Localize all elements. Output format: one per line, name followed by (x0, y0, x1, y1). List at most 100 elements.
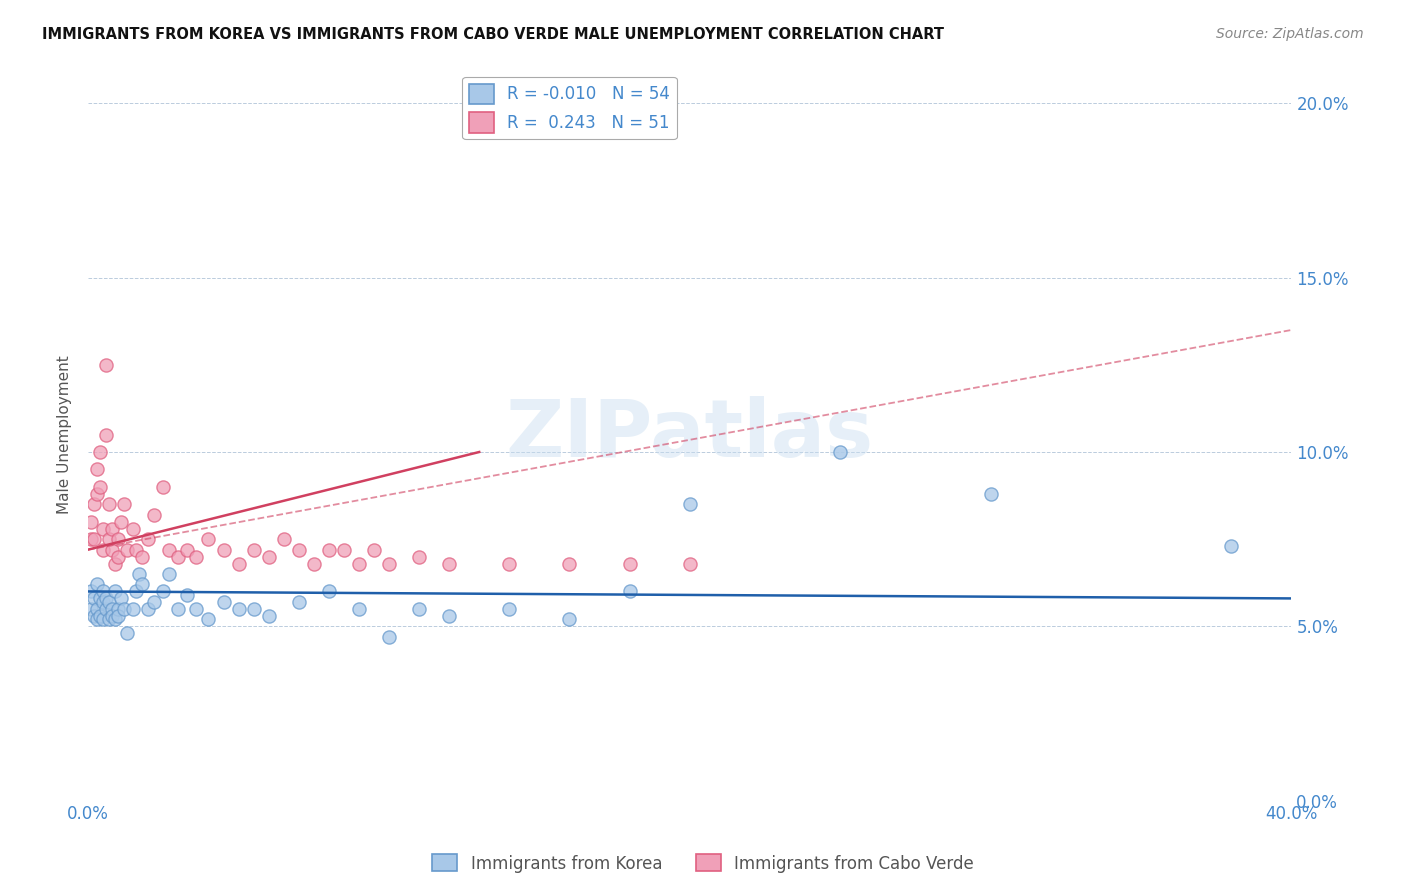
Point (212, 542, 235, 557)
Point (619, 557, 641, 571)
Point (86, 577, 108, 591)
Point (104, 612, 127, 626)
Point (107, 532, 129, 546)
Point (96, 591, 118, 606)
Point (378, 630, 401, 644)
Point (112, 497, 135, 511)
Point (136, 532, 159, 546)
Point (176, 588, 198, 602)
Point (101, 602, 124, 616)
Point (98, 497, 121, 511)
Point (176, 542, 198, 557)
Point (167, 549, 190, 564)
Point (80, 532, 103, 546)
Point (257, 549, 280, 564)
Point (83, 591, 105, 606)
Point (408, 602, 430, 616)
Point (143, 508, 166, 522)
Point (157, 567, 180, 582)
Point (437, 557, 460, 571)
Point (830, 445, 852, 459)
Text: ZIPatlas: ZIPatlas (506, 395, 875, 474)
Point (89, 608, 111, 623)
Point (98, 595, 121, 609)
Point (91, 612, 114, 626)
Point (287, 542, 309, 557)
Point (212, 595, 235, 609)
Point (80, 515, 103, 529)
Point (86, 612, 108, 626)
Legend: Immigrants from Korea, Immigrants from Cabo Verde: Immigrants from Korea, Immigrants from C… (426, 847, 980, 880)
Point (197, 612, 219, 626)
Point (1220, 539, 1243, 553)
Point (89, 591, 111, 606)
Point (122, 602, 145, 616)
Point (104, 557, 127, 571)
Point (186, 602, 208, 616)
Point (242, 602, 264, 616)
Point (228, 557, 250, 571)
Point (287, 595, 309, 609)
Point (125, 542, 148, 557)
Legend: R = -0.010   N = 54, R =  0.243   N = 51: R = -0.010 N = 54, R = 0.243 N = 51 (463, 77, 676, 139)
Point (89, 445, 111, 459)
Point (98, 612, 121, 626)
Point (437, 608, 460, 623)
Point (83, 497, 105, 511)
Point (80, 584, 103, 599)
Point (128, 567, 150, 582)
Point (96, 602, 118, 616)
Text: IMMIGRANTS FROM KOREA VS IMMIGRANTS FROM CABO VERDE MALE UNEMPLOYMENT CORRELATIO: IMMIGRANTS FROM KOREA VS IMMIGRANTS FROM… (42, 27, 945, 42)
Point (91, 595, 114, 609)
Point (273, 532, 295, 546)
Point (136, 602, 159, 616)
Point (83, 532, 105, 546)
Point (107, 549, 129, 564)
Point (318, 542, 340, 557)
Point (498, 602, 520, 616)
Point (91, 522, 114, 536)
Point (131, 577, 153, 591)
Point (318, 584, 340, 599)
Point (242, 542, 264, 557)
Point (257, 608, 280, 623)
Point (117, 542, 139, 557)
Point (131, 549, 153, 564)
Point (110, 591, 132, 606)
Point (498, 557, 520, 571)
Point (98, 532, 121, 546)
Point (107, 602, 129, 616)
Point (558, 557, 581, 571)
Point (619, 584, 641, 599)
Point (186, 549, 208, 564)
Point (89, 480, 111, 494)
Point (679, 557, 702, 571)
Point (408, 549, 430, 564)
Point (117, 626, 139, 640)
Point (91, 584, 114, 599)
Point (110, 515, 132, 529)
Point (378, 557, 401, 571)
Point (347, 602, 370, 616)
Point (152, 584, 174, 599)
Y-axis label: Male Unemployment: Male Unemployment (58, 355, 72, 514)
Point (302, 557, 325, 571)
Point (363, 542, 385, 557)
Point (86, 487, 108, 501)
Point (125, 584, 148, 599)
Point (96, 427, 118, 442)
Point (101, 542, 124, 557)
Point (91, 542, 114, 557)
Point (80, 602, 103, 616)
Point (107, 608, 129, 623)
Point (228, 602, 250, 616)
Point (333, 542, 356, 557)
Point (347, 557, 370, 571)
Point (167, 602, 190, 616)
Point (86, 602, 108, 616)
Point (157, 542, 180, 557)
Point (83, 608, 105, 623)
Point (86, 462, 108, 476)
Point (980, 487, 1002, 501)
Point (679, 497, 702, 511)
